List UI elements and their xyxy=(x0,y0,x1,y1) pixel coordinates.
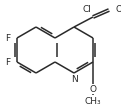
Text: O: O xyxy=(115,6,121,15)
Text: CH₃: CH₃ xyxy=(85,96,101,105)
Text: F: F xyxy=(5,34,10,43)
Text: O: O xyxy=(90,84,97,93)
Text: Cl: Cl xyxy=(83,6,91,15)
Text: F: F xyxy=(5,57,10,66)
Text: N: N xyxy=(71,74,77,83)
